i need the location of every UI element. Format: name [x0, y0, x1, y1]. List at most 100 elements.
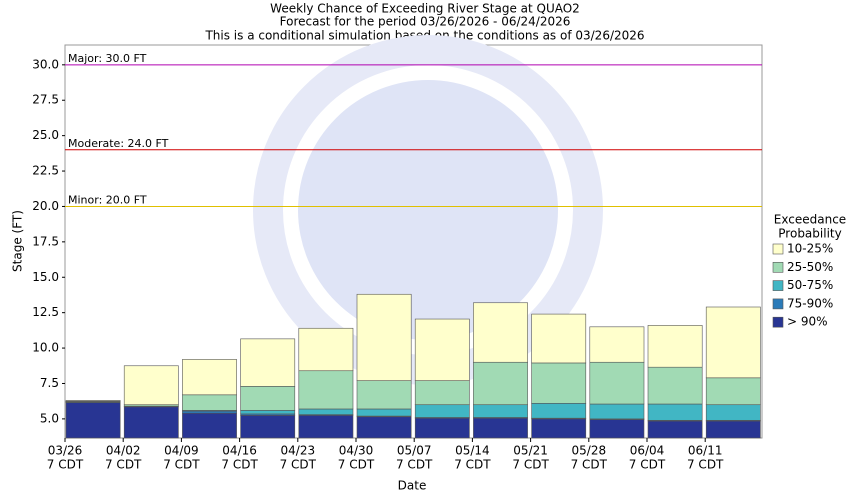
legend-title: Exceedance: [774, 213, 846, 227]
x-tick-sublabel: 7 CDT: [454, 458, 491, 472]
bar-segment: [65, 400, 121, 402]
y-tick-label: 5.0: [40, 411, 59, 425]
bar-segment: [182, 394, 237, 411]
bar-segment: [647, 403, 703, 421]
bar-segment: [182, 359, 237, 396]
bar-segment: [123, 406, 179, 439]
bar-segment: [589, 361, 645, 405]
x-tick-label: 04/02: [106, 444, 141, 458]
threshold-label: Major: 30.0 FT: [68, 52, 147, 65]
x-tick-sublabel: 7 CDT: [687, 458, 724, 472]
bar-segment: [531, 313, 587, 364]
bar-segment: [705, 420, 761, 439]
x-tick-label: 06/04: [630, 444, 665, 458]
bar-segment: [414, 417, 470, 439]
chart-title: Weekly Chance of Exceeding River Stage a…: [270, 2, 580, 16]
bar-segment: [705, 377, 761, 406]
bar-segment: [356, 408, 412, 417]
x-tick-sublabel: 7 CDT: [280, 458, 317, 472]
legend-swatch: [772, 243, 784, 255]
legend-label: 10-25%: [787, 242, 833, 256]
bar-segment: [414, 380, 470, 406]
bar-segment: [414, 318, 470, 381]
x-tick-label: 03/26: [48, 444, 83, 458]
bar-segment: [123, 365, 179, 406]
bar-segment: [240, 338, 296, 387]
x-tick-sublabel: 7 CDT: [396, 458, 433, 472]
bar-segment: [240, 386, 296, 411]
bar-segment: [298, 370, 354, 410]
bar-segment: [240, 415, 296, 439]
bar-segment: [356, 380, 412, 410]
y-tick-label: 22.5: [32, 164, 59, 178]
legend-swatch: [772, 280, 784, 291]
bar-segment: [473, 361, 528, 406]
bar-segment: [414, 404, 470, 418]
bar-segment: [240, 410, 296, 415]
bar-segment: [298, 408, 354, 415]
x-tick-sublabel: 7 CDT: [512, 458, 549, 472]
y-tick-label: 10.0: [32, 341, 59, 355]
bar-segment: [473, 417, 528, 439]
bar-segment: [647, 366, 703, 405]
threshold-label: Minor: 20.0 FT: [68, 193, 147, 206]
legend-label: > 90%: [787, 315, 828, 329]
x-tick-sublabel: 7 CDT: [163, 458, 200, 472]
bar-segment: [531, 418, 587, 439]
bar-segment: [473, 302, 528, 363]
x-tick-sublabel: 7 CDT: [629, 458, 666, 472]
x-tick-label: 04/30: [339, 444, 374, 458]
legend-label: 75-90%: [787, 296, 833, 310]
y-tick-label: 7.5: [40, 376, 59, 390]
bar-segment: [705, 404, 761, 421]
x-tick-label: 05/07: [397, 444, 432, 458]
bar-segment: [531, 362, 587, 404]
bar-segment: [473, 404, 528, 418]
x-tick-label: 04/16: [222, 444, 257, 458]
x-tick-label: 05/28: [572, 444, 607, 458]
y-tick-label: 15.0: [32, 270, 59, 284]
y-tick-label: 17.5: [32, 234, 59, 248]
legend-label: 25-50%: [787, 260, 833, 274]
x-tick-label: 04/23: [281, 444, 316, 458]
legend-swatch: [772, 298, 784, 310]
watermark: [298, 80, 558, 340]
legend-swatch: [772, 316, 784, 328]
chart-subtitle: Forecast for the period 03/26/2026 - 06/…: [280, 15, 571, 29]
bar-segment: [647, 420, 703, 439]
threshold-label: Moderate: 24.0 FT: [68, 137, 169, 150]
bar-segment: [589, 326, 645, 363]
x-tick-sublabel: 7 CDT: [338, 458, 375, 472]
x-tick-label: 04/09: [164, 444, 199, 458]
y-axis-label: Stage (FT): [11, 210, 25, 272]
x-tick-label: 05/14: [455, 444, 490, 458]
legend-label: 50-75%: [787, 278, 833, 292]
bar-segment: [356, 293, 412, 381]
x-tick-sublabel: 7 CDT: [105, 458, 142, 472]
bar-segment: [647, 325, 703, 368]
y-tick-label: 27.5: [32, 93, 59, 107]
y-tick-label: 30.0: [32, 57, 59, 71]
y-tick-label: 20.0: [32, 199, 59, 213]
x-tick-label: 05/21: [513, 444, 548, 458]
legend-title: Probability: [778, 227, 841, 241]
bar-segment: [356, 416, 412, 439]
bar-segment: [589, 403, 645, 420]
x-tick-label: 06/11: [688, 444, 723, 458]
bar-segment: [182, 412, 237, 439]
legend-swatch: [772, 261, 784, 273]
bar-segment: [298, 415, 354, 439]
x-tick-sublabel: 7 CDT: [221, 458, 258, 472]
x-axis-label: Date: [398, 479, 427, 493]
y-tick-label: 25.0: [32, 128, 59, 142]
x-tick-sublabel: 7 CDT: [571, 458, 608, 472]
bar-segment: [531, 403, 587, 419]
bar-segment: [705, 306, 761, 379]
bar-segment: [182, 410, 237, 414]
bar-segment: [589, 419, 645, 439]
bar-segment: [298, 327, 354, 372]
bar-segment: [65, 402, 121, 439]
y-tick-label: 12.5: [32, 305, 59, 319]
x-tick-sublabel: 7 CDT: [47, 458, 84, 472]
